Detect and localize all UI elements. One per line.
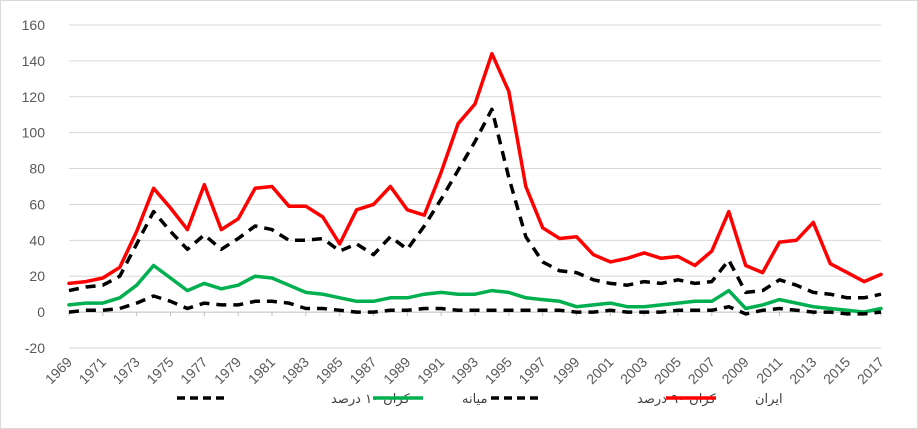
x-tick-label: 2001 [583,354,616,387]
x-tick-label: 1995 [482,354,515,387]
y-tick-label: -20 [25,340,45,356]
x-axis-ticks: 1969 1971 1973 1975 1977 1979 1981 1983 1985 1987… [42,312,887,387]
x-tick-label: 1989 [380,354,413,387]
x-tick-label: 1981 [245,354,278,387]
legend-label-0: کران ۱۰ درصد [331,392,410,407]
x-tick-label: 2009 [718,354,751,387]
series-line-2 [68,294,882,316]
x-tick-label: 1993 [448,354,481,387]
series-lines [67,51,883,316]
x-tick-label: 2003 [617,354,650,387]
x-tick-label: 2005 [651,354,684,387]
series-line-0 [68,107,882,300]
y-tick-label: 40 [29,232,45,248]
x-tick-label: 2007 [685,354,718,387]
x-tick-label: 2011 [753,354,786,387]
x-tick-label: 1991 [414,354,447,387]
series-line-3 [67,51,883,286]
y-tick-label: 120 [22,89,46,105]
x-tick-label: 2017 [854,354,887,387]
x-tick-label: 1985 [312,354,345,387]
y-tick-label: 60 [29,196,45,212]
x-tick-label: 1971 [76,354,109,387]
x-tick-label: 1979 [211,354,244,387]
x-tick-label: 2013 [786,354,819,387]
x-tick-label: 1975 [143,354,176,387]
x-tick-label: 1983 [279,354,312,387]
y-tick-label: 160 [22,17,46,33]
x-tick-label: 1987 [346,354,379,387]
grid [69,24,881,349]
x-tick-label: 1997 [515,354,548,387]
y-axis-ticks: -20 0 20 40 60 80 100 120 140 160 [22,17,46,356]
x-tick-label: 1969 [42,354,75,387]
x-tick-label: 1973 [109,354,142,387]
series-line-1 [67,263,883,314]
legend-label-3: ایران [755,392,783,407]
y-tick-label: 0 [37,304,45,320]
legend-label-1: میانه [462,392,487,407]
y-tick-label: 80 [29,161,45,177]
y-tick-label: 100 [22,125,46,141]
y-tick-label: 140 [22,53,46,69]
y-tick-label: 20 [29,268,45,284]
x-tick-label: 1977 [177,354,210,387]
x-tick-label: 1999 [549,354,582,387]
x-tick-label: 2015 [820,354,853,387]
